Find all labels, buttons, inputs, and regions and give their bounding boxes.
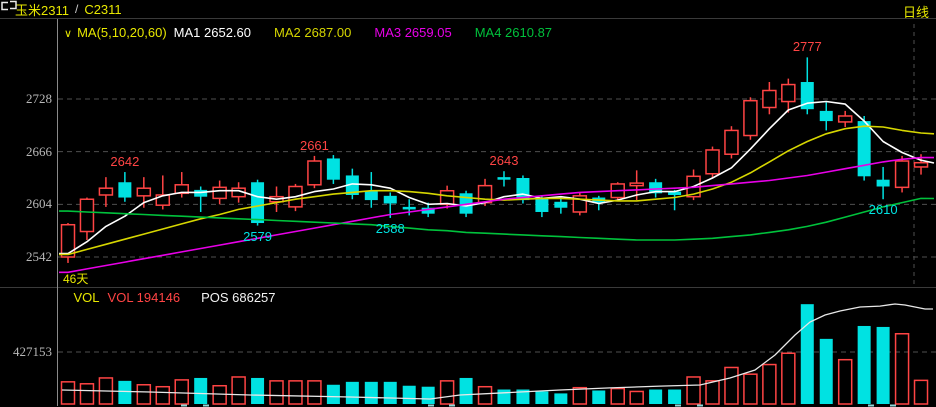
title-bar: 玉米2311 / C2311 日线 — [0, 0, 936, 20]
contract-code[interactable]: C2311 — [84, 1, 122, 17]
ma-legend: ∨ MA(5,10,20,60) MA1 2652.60 MA2 2687.00 MA3… — [64, 25, 552, 40]
vol-legend-name: VOL — [73, 290, 100, 305]
ma-legend-name: MA(5,10,20,60) — [77, 25, 167, 40]
price-annotation-2610: 2610 — [868, 202, 898, 218]
day-count-label: 46天 — [63, 272, 89, 286]
price-tick-2542: 2542 — [26, 249, 52, 264]
ma3-value: MA3 2659.05 — [374, 25, 452, 40]
title-separator: / — [74, 2, 79, 16]
contract-title[interactable]: 玉米2311 — [15, 2, 69, 18]
price-annotation-2661: 2661 — [299, 137, 329, 153]
ma4-value: MA4 2610.87 — [474, 25, 553, 40]
ma2-value: MA2 2687.00 — [274, 25, 352, 40]
price-annotation-2777: 2777 — [792, 39, 822, 55]
current-volume-value: VOL 194146 — [107, 290, 181, 305]
price-tick-2604: 2604 — [26, 196, 52, 211]
price-chart-area[interactable] — [58, 19, 936, 287]
price-annotation-2579: 2579 — [243, 228, 273, 244]
price-annotation-2643: 2643 — [489, 153, 519, 169]
period-selector[interactable]: 日线 — [902, 5, 929, 20]
ma1-value: MA1 2652.60 — [173, 25, 252, 40]
price-tick-2666: 2666 — [26, 144, 52, 159]
price-tick-2728: 2728 — [26, 91, 52, 106]
price-annotation-2642: 2642 — [110, 154, 140, 170]
volume-chart-area[interactable] — [58, 288, 936, 406]
collapse-chevron-icon[interactable]: ∨ — [64, 290, 74, 305]
volume-tick-label: 427153 — [13, 344, 52, 359]
vol-legend: ∨VOL VOL 194146 POS 686257 — [64, 290, 276, 305]
collapse-chevron-icon[interactable]: ∨ — [64, 28, 73, 40]
open-interest-value: POS 686257 — [201, 290, 276, 305]
price-annotation-2588: 2588 — [375, 220, 405, 236]
